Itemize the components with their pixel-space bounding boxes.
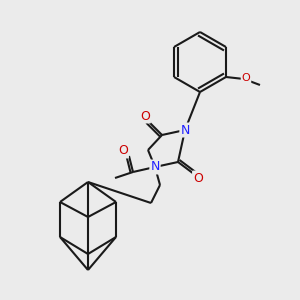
Text: O: O	[193, 172, 203, 184]
Text: O: O	[118, 145, 128, 158]
Text: O: O	[242, 73, 250, 83]
Text: N: N	[150, 160, 160, 173]
Text: N: N	[180, 124, 190, 136]
Text: O: O	[140, 110, 150, 122]
